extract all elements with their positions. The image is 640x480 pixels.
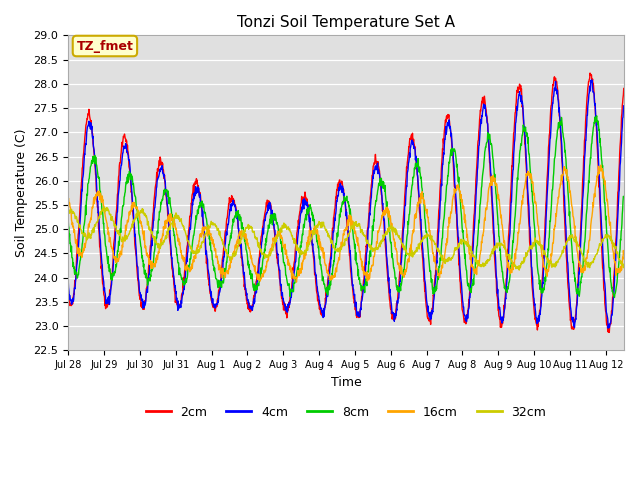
4cm xyxy=(380,216,388,222)
4cm xyxy=(620,103,628,108)
8cm xyxy=(64,216,72,222)
X-axis label: Time: Time xyxy=(331,376,362,389)
32cm xyxy=(64,206,72,212)
32cm xyxy=(620,262,628,267)
32cm xyxy=(300,251,308,257)
4cm xyxy=(321,302,329,308)
8cm xyxy=(108,276,115,282)
Y-axis label: Soil Temperature (C): Soil Temperature (C) xyxy=(15,129,28,257)
Text: TZ_fmet: TZ_fmet xyxy=(77,39,133,52)
16cm xyxy=(292,279,300,285)
16cm xyxy=(381,208,388,214)
8cm xyxy=(312,225,319,230)
2cm xyxy=(605,330,613,336)
Legend: 2cm, 4cm, 8cm, 16cm, 32cm: 2cm, 4cm, 8cm, 16cm, 32cm xyxy=(141,401,552,424)
16cm xyxy=(300,252,308,257)
Line: 32cm: 32cm xyxy=(68,207,624,270)
Line: 4cm: 4cm xyxy=(68,80,624,328)
32cm xyxy=(312,226,319,232)
4cm xyxy=(300,206,308,212)
2cm xyxy=(300,194,308,200)
4cm xyxy=(64,276,72,282)
4cm xyxy=(130,214,138,220)
4cm xyxy=(312,270,319,276)
2cm xyxy=(130,221,138,227)
32cm xyxy=(381,233,388,239)
2cm xyxy=(64,287,72,293)
16cm xyxy=(312,230,319,236)
Line: 8cm: 8cm xyxy=(68,116,624,298)
8cm xyxy=(300,221,308,227)
32cm xyxy=(108,215,115,220)
8cm xyxy=(321,287,329,292)
2cm xyxy=(321,295,329,301)
2cm xyxy=(586,70,594,76)
8cm xyxy=(593,113,600,119)
32cm xyxy=(100,204,108,210)
8cm xyxy=(620,194,628,200)
8cm xyxy=(611,295,618,300)
16cm xyxy=(64,197,72,203)
16cm xyxy=(620,251,628,257)
16cm xyxy=(322,262,330,268)
4cm xyxy=(108,284,115,289)
8cm xyxy=(130,184,138,190)
Title: Tonzi Soil Temperature Set A: Tonzi Soil Temperature Set A xyxy=(237,15,455,30)
16cm xyxy=(597,162,605,168)
4cm xyxy=(604,325,612,331)
32cm xyxy=(322,228,330,233)
32cm xyxy=(131,219,138,225)
2cm xyxy=(312,273,319,278)
2cm xyxy=(380,228,388,234)
Line: 16cm: 16cm xyxy=(68,165,624,282)
4cm xyxy=(588,77,596,83)
2cm xyxy=(620,85,628,91)
8cm xyxy=(380,183,388,189)
16cm xyxy=(130,202,138,208)
32cm xyxy=(515,267,523,273)
16cm xyxy=(108,244,115,250)
Line: 2cm: 2cm xyxy=(68,73,624,333)
2cm xyxy=(108,281,115,287)
